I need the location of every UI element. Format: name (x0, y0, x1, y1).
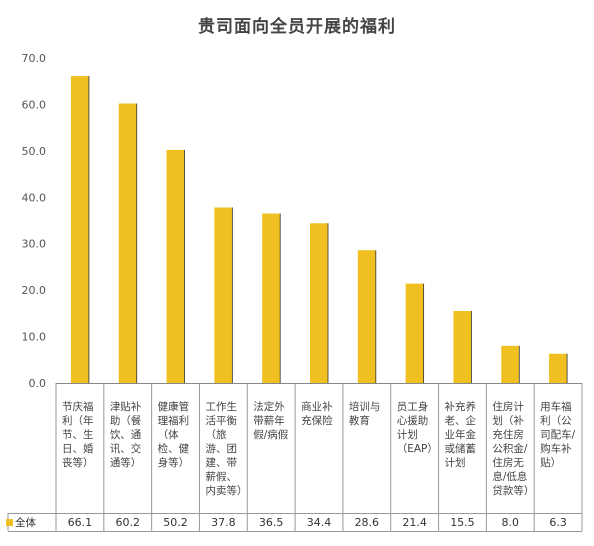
value-label: 28.6 (354, 516, 380, 529)
value-label: 50.2 (163, 516, 188, 529)
bar (501, 345, 520, 383)
legend: 全体 (6, 515, 36, 530)
y-tick-label: 40.0 (22, 191, 47, 204)
bar (70, 76, 89, 383)
y-tick-label: 0.0 (29, 377, 47, 390)
bar (118, 103, 137, 383)
value-label: 21.4 (402, 516, 427, 529)
y-tick-label: 70.0 (22, 52, 47, 65)
category-label: 商业补充保险 (301, 401, 333, 427)
value-label: 36.5 (258, 516, 284, 529)
category-label: 培训与教育 (348, 401, 381, 427)
category-label: 补充养老、企业年金或储蓄计划 (444, 401, 477, 469)
bar (549, 353, 568, 383)
y-tick-label: 30.0 (22, 238, 47, 251)
y-tick-label: 60.0 (22, 98, 47, 111)
bar (405, 283, 424, 383)
bar (262, 213, 281, 383)
y-tick-label: 50.0 (22, 145, 47, 158)
value-label: 34.4 (306, 516, 332, 529)
category-label: 津贴补助（餐饮、通讯、交通等） (109, 401, 142, 469)
category-label: 节庆福利（年节、生日、婚丧等） (62, 401, 94, 469)
bar (214, 207, 233, 383)
value-label: 6.3 (549, 516, 567, 529)
legend-swatch (6, 519, 13, 526)
chart-title: 贵司面向全员开展的福利 (198, 17, 396, 37)
category-label: 工作生活平衡（旅游、团建、带薪假、内卖等） (205, 401, 244, 497)
value-label: 8.0 (501, 516, 520, 529)
category-label: 法定外带薪年假/病假 (253, 401, 289, 441)
value-label: 15.5 (450, 516, 475, 529)
category-label: 健康管理福利（体检、健身等） (157, 401, 190, 469)
value-label: 60.2 (115, 516, 140, 529)
y-tick-label: 20.0 (22, 284, 47, 297)
bar (453, 311, 472, 383)
y-tick-label: 10.0 (22, 331, 47, 344)
value-label: 66.1 (67, 516, 93, 529)
bar (166, 149, 185, 383)
category-label: 用车福利（公司配车/购车补贴） (540, 401, 576, 469)
category-label: 住房计划（补充住房公积金/住房无息/低息贷款等） (492, 401, 531, 497)
category-label: 员工身心援助计划（EAP） (396, 401, 435, 455)
bar (310, 223, 328, 383)
bar (357, 250, 376, 383)
legend-label: 全体 (15, 517, 36, 529)
value-label: 37.8 (211, 516, 236, 529)
